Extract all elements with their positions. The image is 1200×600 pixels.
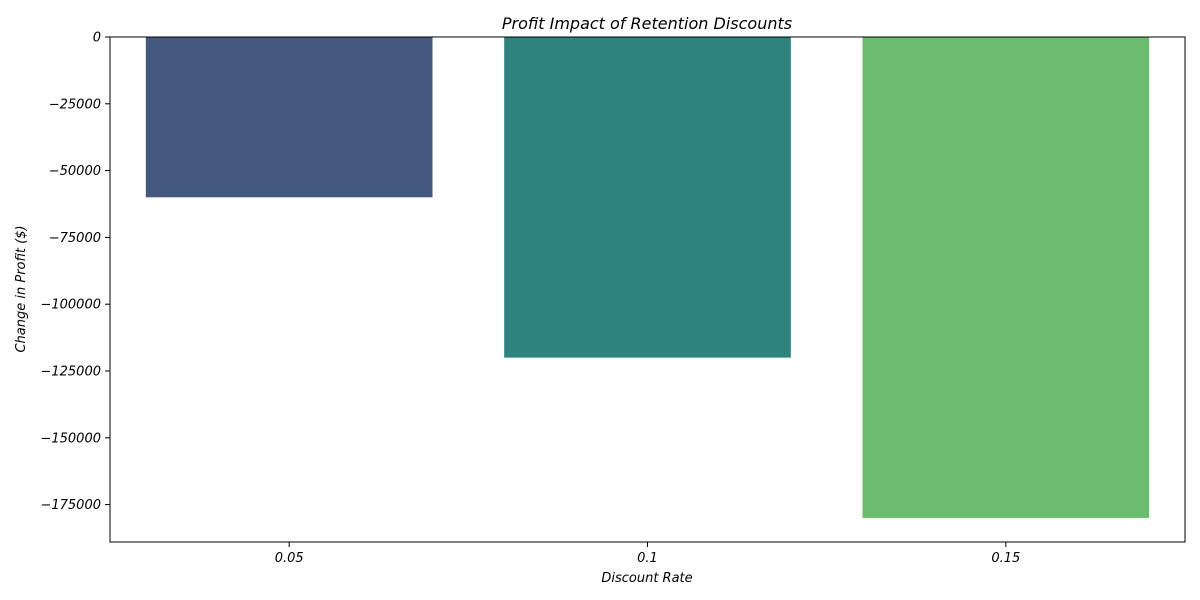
x-tick-label: 0.05	[275, 551, 304, 566]
chart-title: Profit Impact of Retention Discounts	[502, 14, 792, 33]
x-tick-label: 0.1	[637, 551, 658, 566]
y-tick-label: −50000	[49, 164, 101, 179]
plot-frame	[109, 36, 1186, 543]
bar-0.15	[862, 37, 1150, 518]
y-tick-label: 0	[93, 31, 101, 46]
bar-0.05	[145, 37, 433, 198]
y-tick-label: −175000	[40, 498, 101, 513]
x-axis-label: Discount Rate	[601, 571, 692, 586]
y-tick-label: −75000	[49, 231, 101, 246]
y-axis-label: Change in Profit ($)	[14, 225, 29, 352]
y-tick-label: −125000	[40, 364, 101, 379]
y-tick-label: −150000	[40, 431, 101, 446]
y-tick-label: −25000	[49, 97, 101, 112]
x-tick-label: 0.15	[991, 551, 1020, 566]
bar-0.1	[504, 37, 791, 358]
y-tick-label: −100000	[40, 298, 101, 313]
y-axis-ticks: 0 −25000 −50000 −75000 −100000 −125000 −150000…	[40, 31, 110, 513]
bars-group	[145, 37, 1150, 518]
x-axis-ticks: 0.05 0.1 0.15	[275, 542, 1020, 566]
